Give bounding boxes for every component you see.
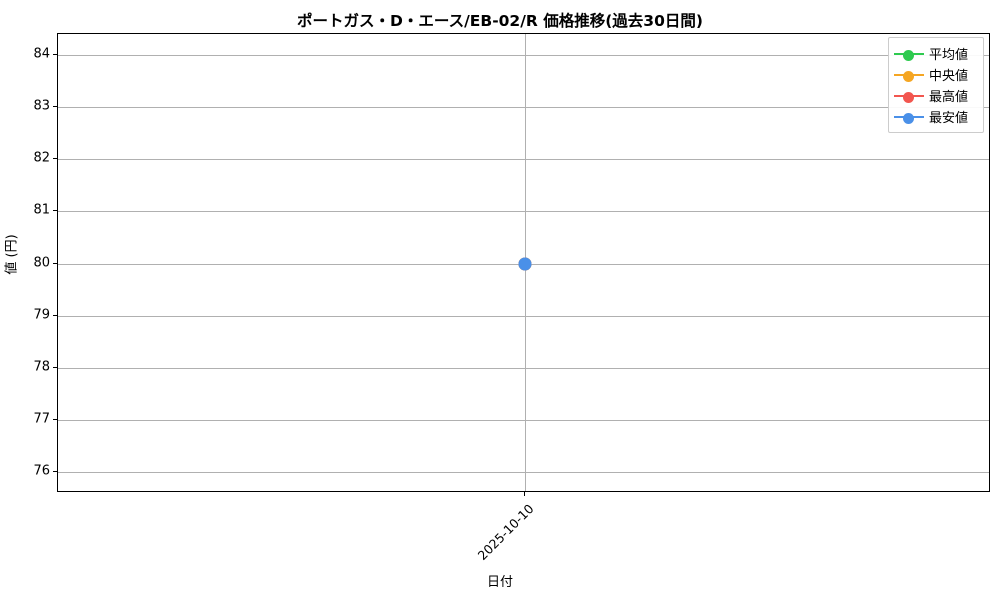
gridline-horizontal (58, 316, 989, 317)
legend-item: 最高値 (894, 85, 977, 106)
y-axis-label: 値 (円) (4, 234, 20, 275)
y-axis-tick-label: 76 (33, 463, 50, 479)
y-axis-tick-mark (53, 419, 57, 421)
legend-item-label: 中央値 (929, 69, 969, 84)
chart-title: ポートガス・D・エース/EB-02/R 価格推移(過去30日間) (297, 12, 703, 30)
gridline-horizontal (58, 420, 989, 421)
legend-marker-icon (894, 68, 924, 82)
gridline-horizontal (58, 159, 989, 160)
legend-marker-icon (894, 110, 924, 124)
y-axis-tick-mark (53, 210, 57, 212)
y-axis-tick-label: 79 (33, 307, 50, 323)
x-axis-tick-mark (524, 492, 526, 496)
plot-area (57, 33, 990, 492)
y-axis-tick-mark (53, 54, 57, 56)
gridline-horizontal (58, 107, 989, 108)
y-axis-tick-mark (53, 106, 57, 108)
y-axis-tick-mark (53, 471, 57, 473)
legend-item: 最安値 (894, 106, 977, 127)
legend-marker-icon (894, 89, 924, 103)
legend-item-label: 平均値 (929, 48, 969, 63)
y-axis-tick-labels: 76 77 78 79 80 81 82 83 84 (0, 0, 50, 600)
y-axis-tick-label: 83 (33, 98, 50, 114)
y-axis-tick-label: 82 (33, 150, 50, 166)
legend-marker-icon (894, 47, 924, 61)
y-axis-tick-mark (53, 263, 57, 265)
data-point-marker (518, 257, 531, 270)
gridline-horizontal (58, 368, 989, 369)
x-axis-label: 日付 (486, 575, 513, 590)
gridline-horizontal (58, 211, 989, 212)
legend-item-label: 最高値 (929, 90, 969, 105)
legend-item-label: 最安値 (929, 111, 969, 126)
y-axis-tick-mark (53, 315, 57, 317)
y-axis-tick-label: 80 (33, 255, 50, 270)
legend-item: 中央値 (894, 64, 977, 85)
gridline-horizontal (58, 55, 989, 56)
y-axis-tick-label: 84 (33, 46, 50, 62)
gridline-horizontal (58, 472, 989, 473)
x-axis-tick-label: 2025-10-10 (474, 501, 537, 563)
y-axis-tick-label: 78 (33, 359, 50, 375)
y-axis-tick-mark (53, 367, 57, 369)
legend-item: 平均値 (894, 43, 977, 64)
chart-legend: 平均値中央値最高値最安値 (888, 37, 984, 133)
y-axis-tick-label: 77 (33, 411, 50, 427)
y-axis-tick-label: 81 (33, 202, 50, 218)
y-axis-tick-mark (53, 158, 57, 160)
